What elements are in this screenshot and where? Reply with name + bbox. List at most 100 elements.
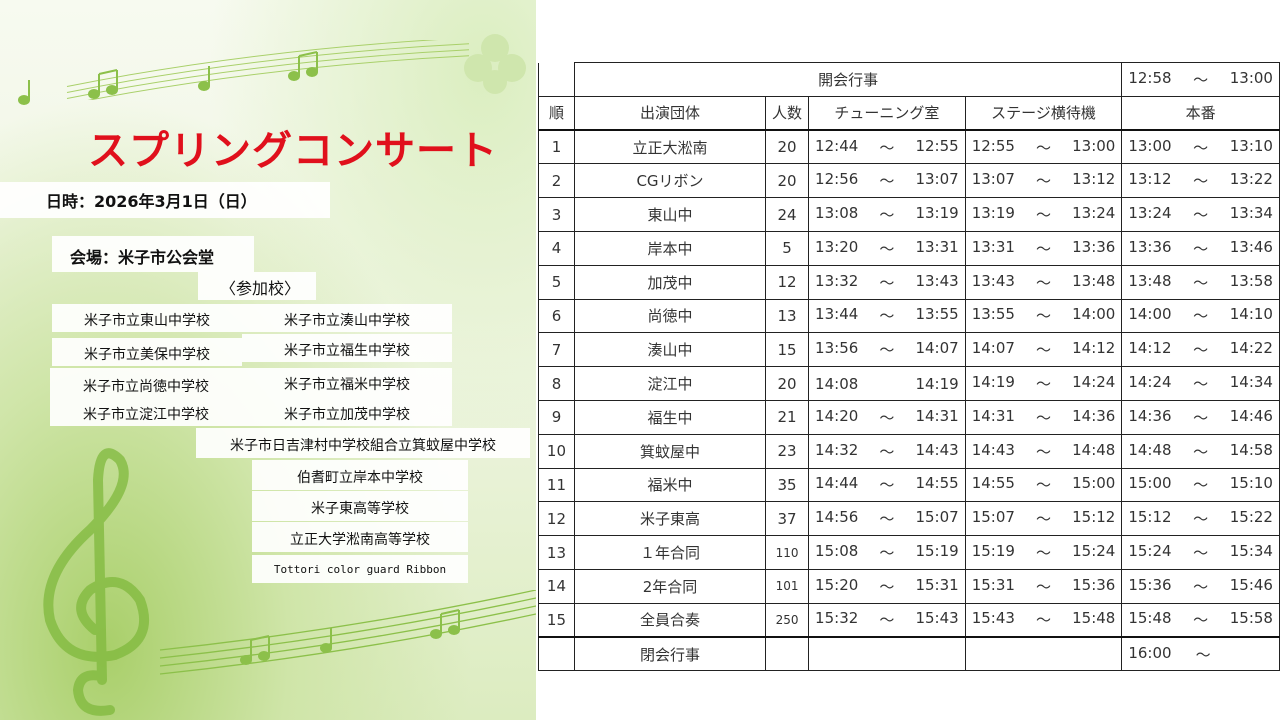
member-count: 20 (777, 138, 797, 157)
tilde: ～ (879, 442, 895, 461)
table-row: 4 岸本中 5 13:20 ～ 13:31 13:31 ～ 13:36 13:36 ～ 13:46 (538, 230, 1280, 266)
order-cell: 13 (538, 535, 575, 570)
count-cell: 250 (765, 602, 810, 638)
tilde: ～ (1036, 375, 1052, 394)
start-time: 15:36 (1128, 575, 1172, 594)
end-time: 15:36 (1072, 575, 1116, 594)
end-time: 13:12 (1072, 170, 1116, 189)
order-number: 6 (551, 306, 562, 325)
blank-cell (538, 636, 575, 672)
member-count: 13 (777, 306, 797, 325)
tilde: ～ (1193, 341, 1209, 360)
member-count: 5 (782, 239, 792, 258)
end-time: 14:58 (1229, 440, 1273, 459)
perform-cell: 15:24 ～ 15:34 (1121, 535, 1280, 570)
standby-cell: 13:07 ～ 13:12 (964, 163, 1123, 199)
order-cell: 4 (538, 230, 575, 266)
start-time: 13:48 (1128, 271, 1172, 290)
end-time: 15:00 (1072, 474, 1116, 493)
end-time: 14:10 (1229, 305, 1273, 324)
tuning-cell: 15:20 ～ 15:31 (808, 568, 966, 604)
table-row: 15 全員合奏 250 15:32 ～ 15:43 15:43 ～ 15:48 15:48 ～ 15:… (538, 602, 1280, 638)
order-cell: 9 (538, 399, 575, 435)
end-time: 13:00 (1229, 68, 1273, 87)
start-time: 14:48 (1128, 440, 1172, 459)
perform-cell: 13:00 ～ 13:10 (1121, 129, 1280, 165)
school-item: 米子市立尚徳中学校 (50, 368, 242, 398)
start-time: 13:44 (815, 305, 859, 324)
member-count: 15 (777, 340, 797, 359)
start-time: 13:12 (1128, 170, 1172, 189)
standby-cell: 14:55 ～ 15:00 (964, 467, 1123, 503)
end-time: 13:34 (1229, 204, 1273, 223)
start-time: 12:44 (815, 136, 859, 155)
tilde: ～ (879, 408, 895, 427)
tilde: ～ (1193, 172, 1209, 191)
standby-cell: 14:07 ～ 14:12 (964, 332, 1123, 368)
start-time: 14:43 (971, 440, 1015, 459)
tuning-cell: 15:32 ～ 15:43 (808, 602, 966, 638)
table-row: 11 福米中 35 14:44 ～ 14:55 14:55 ～ 15:00 15:00 ～ 15:10 (538, 467, 1280, 503)
start-time: 14:36 (1128, 406, 1172, 425)
standby-cell: 13:43 ～ 13:48 (964, 264, 1123, 300)
closing-cell: 閉会行事 (573, 636, 767, 672)
group-name: 加茂中 (647, 273, 693, 292)
start-time: 15:48 (1128, 609, 1172, 628)
event-date: 日時：2026年3月1日（日） (0, 182, 330, 218)
tuning-cell: 12:56 ～ 13:07 (808, 163, 966, 199)
tilde: ～ (879, 577, 895, 596)
start-time: 15:19 (971, 542, 1015, 561)
header-row: 順 出演団体 人数 チューニング室 ステージ横待機 本番 (538, 95, 1280, 132)
tilde: ～ (1193, 611, 1209, 630)
perform-cell: 14:12 ～ 14:22 (1121, 332, 1280, 368)
tuning-cell: 14:08 14:19 (808, 366, 966, 401)
group-name: １年合同 (639, 544, 700, 563)
group-name: 尚徳中 (647, 307, 693, 326)
standby-cell: 14:19 ～ 14:24 (964, 366, 1123, 401)
tilde: ～ (879, 476, 895, 495)
tuning-cell: 13:44 ～ 13:55 (808, 298, 966, 334)
start-time: 14:20 (815, 406, 859, 425)
tilde: ～ (1036, 239, 1052, 258)
end-time: 13:19 (915, 204, 959, 223)
order-number: 13 (546, 543, 567, 562)
start-time: 13:20 (815, 237, 859, 256)
end-time: 15:12 (1072, 508, 1116, 527)
perform-cell: 15:12 ～ 15:22 (1121, 501, 1280, 537)
music-note-icon (240, 609, 460, 665)
school-item: 米子市立福米中学校 (242, 368, 452, 398)
order-number: 9 (551, 408, 562, 427)
group-name: 米子東高 (639, 510, 700, 529)
member-count: 20 (777, 171, 797, 190)
end-time: 15:07 (915, 508, 959, 527)
school-item: 立正大学淞南高等学校 (252, 522, 468, 552)
table-row: 9 福生中 21 14:20 ～ 14:31 14:31 ～ 14:36 14:36 ～ 14:46 (538, 399, 1280, 435)
order-number: 11 (546, 475, 567, 494)
school-item: 米子市立加茂中学校 (242, 398, 452, 426)
end-time: 15:43 (915, 609, 959, 628)
tuning-cell: 14:44 ～ 14:55 (808, 467, 966, 503)
order-cell: 2 (538, 163, 575, 199)
count-cell: 20 (765, 129, 810, 165)
group-cell: 加茂中 (573, 264, 767, 300)
end-time: 15:10 (1229, 474, 1273, 493)
count-cell: 110 (765, 535, 810, 570)
opening-cell: 開会行事 (573, 62, 1123, 97)
tilde: ～ (879, 239, 895, 258)
closing-label: 閉会行事 (639, 645, 700, 664)
end-time: 14:00 (1072, 305, 1116, 324)
start-time: 16:00 (1128, 643, 1172, 662)
group-cell: 福生中 (573, 399, 767, 435)
tilde: ～ (1036, 510, 1052, 529)
tilde: ～ (1036, 544, 1052, 563)
end-time: 14:07 (915, 339, 959, 358)
tilde: ～ (1036, 307, 1052, 326)
order-number: 8 (551, 374, 562, 393)
group-cell: 2年合同 (573, 568, 767, 604)
member-count: 20 (777, 374, 797, 393)
start-time: 13:31 (971, 237, 1015, 256)
tilde: ～ (1193, 408, 1209, 427)
table-row: 3 東山中 24 13:08 ～ 13:19 13:19 ～ 13:24 13:24 ～ 13:34 (538, 197, 1280, 232)
tilde: ～ (1036, 611, 1052, 630)
start-time: 13:19 (971, 204, 1015, 223)
